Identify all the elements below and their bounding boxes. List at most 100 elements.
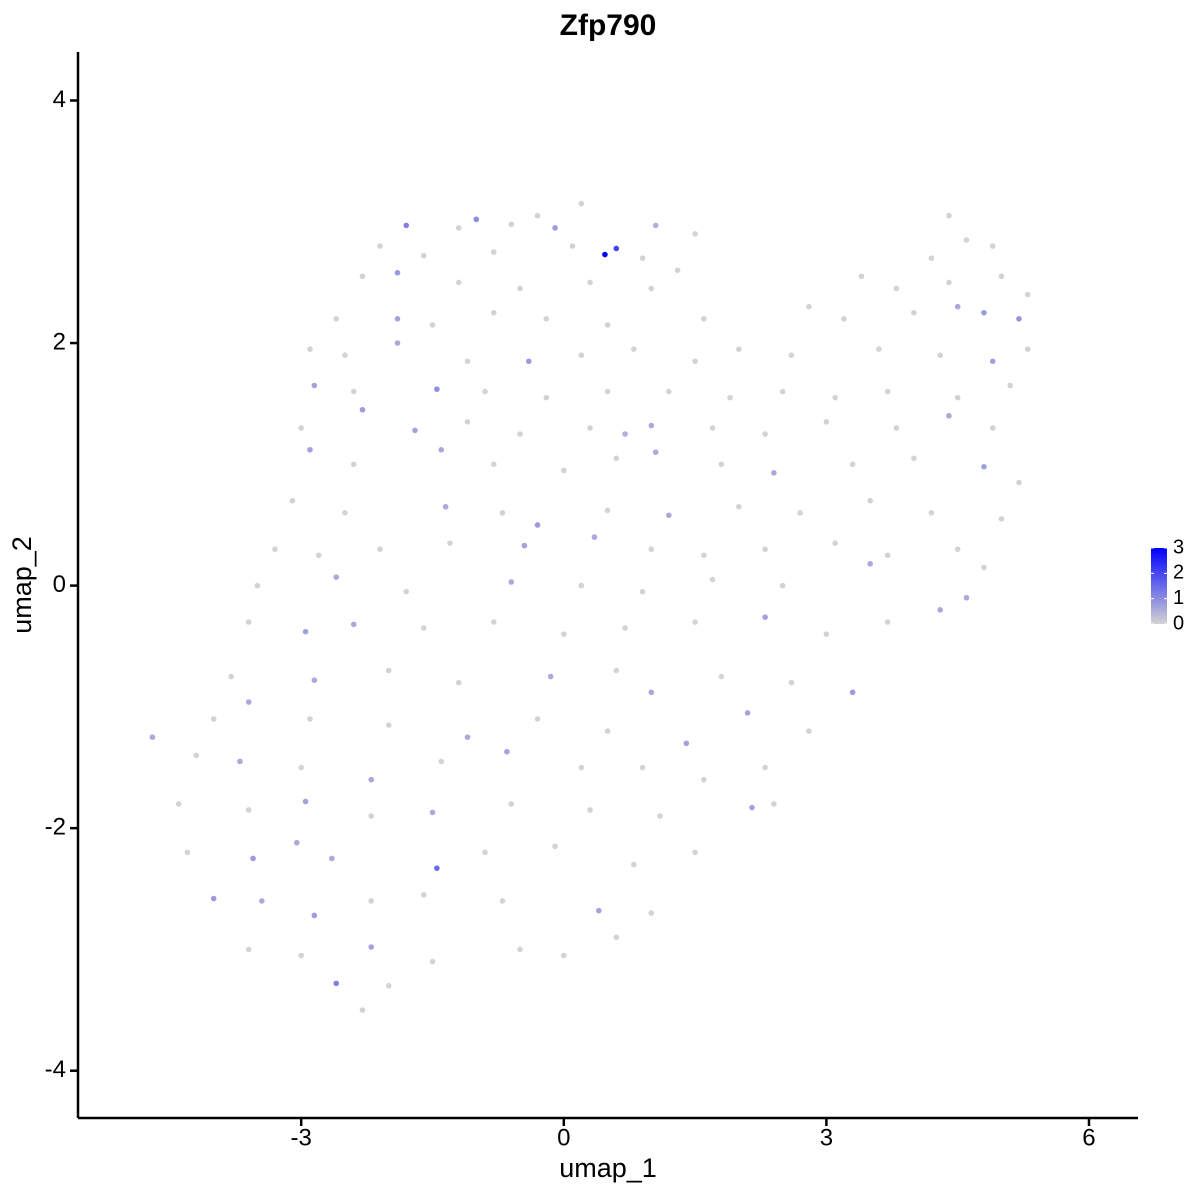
point: [254, 582, 261, 589]
point: [311, 912, 318, 919]
point: [245, 807, 252, 813]
point: [652, 222, 659, 229]
point: [442, 503, 449, 510]
point: [718, 461, 725, 468]
point: [434, 865, 440, 871]
point: [762, 431, 768, 437]
point: [648, 910, 655, 916]
point: [648, 689, 655, 696]
point: [473, 216, 480, 223]
point: [543, 316, 550, 322]
x-tick-label: 3: [820, 1124, 833, 1151]
point: [315, 552, 322, 559]
point: [998, 273, 1005, 280]
point: [587, 807, 593, 813]
point: [849, 461, 856, 468]
point: [508, 801, 515, 807]
point: [307, 716, 313, 722]
point: [499, 898, 506, 904]
point: [333, 316, 340, 322]
point: [210, 716, 217, 722]
point: [937, 607, 943, 613]
point: [884, 388, 891, 395]
point: [368, 944, 375, 950]
x-tick-label: 6: [1082, 1124, 1095, 1151]
point: [613, 667, 620, 674]
point: [648, 422, 655, 429]
point: [394, 316, 401, 322]
point: [272, 546, 278, 553]
point: [631, 861, 637, 868]
point: [385, 667, 392, 674]
point: [517, 431, 523, 437]
point: [928, 510, 935, 516]
chart-title: Zfp790: [560, 9, 657, 42]
point: [622, 625, 628, 631]
point: [639, 764, 646, 771]
point: [849, 689, 856, 696]
point: [867, 497, 873, 504]
point: [823, 631, 830, 637]
point: [490, 249, 497, 255]
point: [989, 243, 996, 249]
point: [508, 221, 515, 228]
point: [482, 388, 488, 395]
colorbar-label: 1: [1173, 587, 1184, 609]
point: [429, 958, 436, 965]
point: [666, 388, 672, 395]
point: [525, 358, 532, 365]
point: [298, 425, 305, 431]
point: [534, 522, 541, 528]
point: [771, 801, 777, 807]
point: [591, 534, 598, 540]
point: [806, 728, 812, 734]
point: [1016, 316, 1022, 322]
point: [602, 251, 608, 258]
point: [954, 303, 961, 310]
colorbar-label: 0: [1173, 612, 1184, 634]
point: [311, 677, 318, 684]
point: [893, 285, 900, 292]
point: [534, 212, 541, 219]
point: [447, 540, 453, 546]
point: [307, 346, 313, 352]
point: [517, 285, 523, 292]
point: [210, 895, 217, 902]
point: [259, 898, 265, 904]
point: [666, 512, 672, 519]
point: [333, 574, 340, 580]
point: [455, 279, 462, 286]
point: [736, 346, 742, 352]
point: [504, 748, 510, 755]
point: [329, 855, 335, 862]
colorbar-label: 2: [1173, 562, 1184, 584]
point: [963, 594, 970, 601]
point: [403, 222, 410, 229]
point: [560, 467, 567, 474]
point: [552, 225, 558, 231]
point: [508, 579, 515, 585]
point: [841, 316, 847, 322]
point: [394, 269, 401, 276]
point: [823, 419, 830, 425]
point: [736, 503, 742, 510]
point: [858, 273, 865, 280]
point: [149, 734, 156, 740]
point: [420, 892, 427, 898]
point: [578, 200, 585, 207]
point: [788, 679, 795, 686]
point: [307, 446, 313, 453]
point: [648, 285, 655, 292]
point: [490, 461, 497, 468]
point: [797, 510, 803, 516]
point: [692, 358, 698, 365]
point: [709, 576, 716, 583]
point: [534, 716, 541, 722]
point: [604, 728, 611, 734]
point: [228, 673, 234, 680]
point: [981, 564, 987, 571]
point: [455, 225, 462, 231]
point: [294, 839, 300, 846]
point: [692, 231, 698, 237]
point: [517, 946, 523, 953]
